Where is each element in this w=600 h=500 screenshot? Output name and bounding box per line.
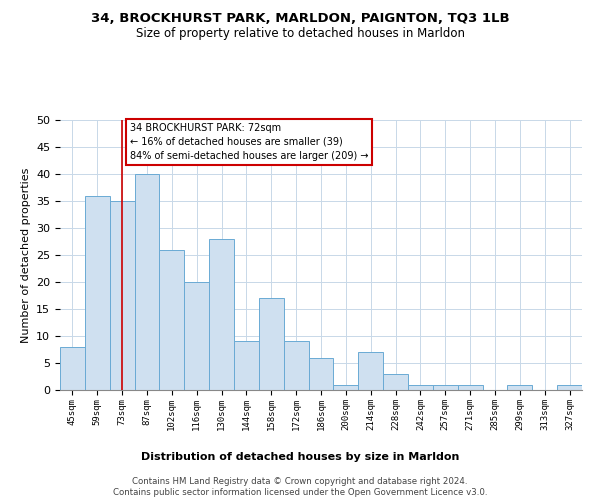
Bar (184, 282, 209, 390)
Text: Distribution of detached houses by size in Marldon: Distribution of detached houses by size … (141, 452, 459, 462)
Bar (60, 347, 85, 390)
Bar (284, 342, 308, 390)
Bar (234, 342, 259, 390)
Bar (209, 239, 234, 390)
Bar (358, 352, 383, 390)
Bar (308, 358, 334, 390)
Bar (557, 384, 582, 390)
Bar (134, 174, 160, 390)
Bar (259, 298, 284, 390)
Text: 34, BROCKHURST PARK, MARLDON, PAIGNTON, TQ3 1LB: 34, BROCKHURST PARK, MARLDON, PAIGNTON, … (91, 12, 509, 26)
Text: Contains public sector information licensed under the Open Government Licence v3: Contains public sector information licen… (113, 488, 487, 497)
Bar (408, 384, 433, 390)
Text: 34 BROCKHURST PARK: 72sqm
← 16% of detached houses are smaller (39)
84% of semi-: 34 BROCKHURST PARK: 72sqm ← 16% of detac… (130, 122, 368, 160)
Text: Size of property relative to detached houses in Marldon: Size of property relative to detached ho… (136, 28, 464, 40)
Bar (160, 250, 184, 390)
Bar (433, 384, 458, 390)
Bar (383, 374, 408, 390)
Text: Contains HM Land Registry data © Crown copyright and database right 2024.: Contains HM Land Registry data © Crown c… (132, 476, 468, 486)
Bar (458, 384, 482, 390)
Bar (110, 201, 134, 390)
Bar (334, 384, 358, 390)
Y-axis label: Number of detached properties: Number of detached properties (20, 168, 31, 342)
Bar (508, 384, 532, 390)
Bar (85, 196, 110, 390)
